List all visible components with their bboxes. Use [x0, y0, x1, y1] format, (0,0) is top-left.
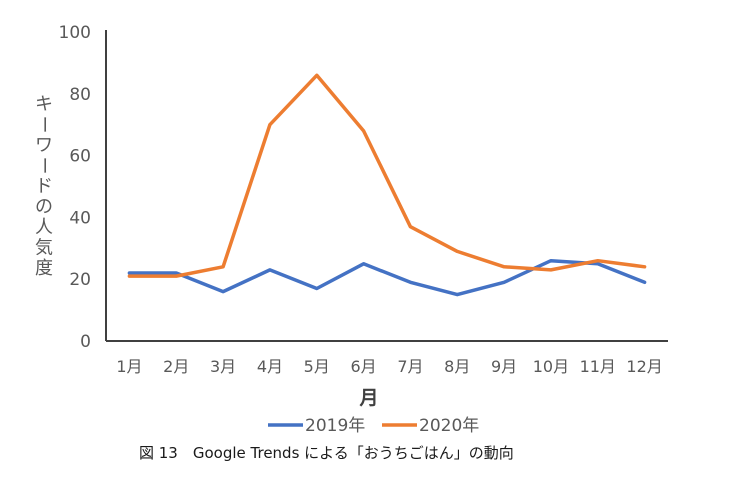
y-axis-title-char: の	[35, 197, 53, 218]
y-tick-label: 100	[59, 23, 91, 43]
x-tick-label: 9月	[491, 357, 517, 376]
y-tick-label: 80	[69, 85, 91, 105]
series-line-2020年	[127, 73, 647, 278]
legend: 2019年 2020年	[268, 416, 479, 436]
x-tick-label: 1月	[116, 357, 142, 376]
x-tick-label: 11月	[580, 357, 616, 376]
y-axis-ticks: 0 20 40 60 80 100	[59, 23, 91, 352]
x-tick-label: 3月	[210, 357, 236, 376]
y-axis-title-char: ワ	[35, 135, 53, 156]
y-tick-label: 40	[69, 208, 91, 228]
x-tick-label: 6月	[350, 357, 376, 376]
plot-series	[127, 73, 647, 297]
y-axis-title-char: ー	[33, 157, 54, 175]
y-tick-label: 0	[80, 332, 91, 352]
x-tick-label: 2月	[163, 357, 189, 376]
y-axis-title-char: キ	[35, 94, 53, 115]
y-tick-label: 20	[69, 270, 91, 290]
x-tick-label: 10月	[533, 357, 569, 376]
y-axis-title-char: 度	[35, 258, 53, 279]
x-tick-label: 8月	[444, 357, 470, 376]
x-tick-label: 12月	[626, 357, 662, 376]
y-axis-title-char: ー	[33, 116, 54, 134]
y-axis-title-char: ド	[35, 176, 53, 197]
legend-label: 2019年	[305, 416, 365, 436]
figure-caption: 図 13 Google Trends による「おうちごはん」の動向	[139, 444, 514, 462]
y-axis-title-char: 人	[35, 217, 53, 238]
x-tick-label: 4月	[257, 357, 283, 376]
legend-label: 2020年	[419, 416, 479, 436]
x-tick-label: 7月	[397, 357, 423, 376]
x-axis-ticks: 1月 2月 3月 4月 5月 6月 7月 8月 9月 10月 11月 12月	[116, 357, 662, 376]
x-axis-title: 月	[358, 387, 378, 409]
x-tick-label: 5月	[304, 357, 330, 376]
series-line-2019年	[127, 258, 647, 297]
y-tick-label: 60	[69, 147, 91, 167]
y-axis-title-char: 気	[35, 238, 53, 259]
